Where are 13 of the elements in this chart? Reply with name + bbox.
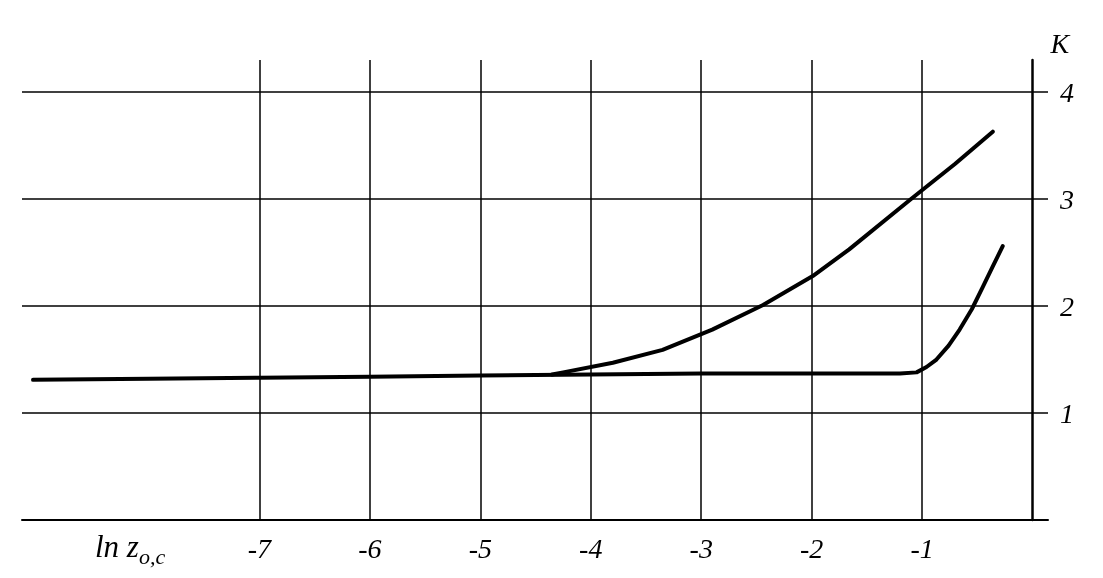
x-tick-label: -3 xyxy=(689,532,713,564)
x-tick-label: -7 xyxy=(247,532,273,564)
x-axis-title: ln z$_{o,c}$ xyxy=(95,529,166,569)
x-tick-label: -6 xyxy=(358,532,382,564)
x-tick-label: -1 xyxy=(910,532,934,564)
y-tick-label: 2 xyxy=(1060,290,1074,322)
x-tick-label: -2 xyxy=(799,532,824,564)
x-tick-label: -4 xyxy=(579,532,603,564)
x-tick-label: -5 xyxy=(468,532,492,564)
y-tick-label: 4 xyxy=(1060,76,1074,108)
y-tick-label: 3 xyxy=(1059,183,1074,215)
y-axis-title: K xyxy=(1049,27,1071,59)
y-tick-label: 1 xyxy=(1060,397,1074,429)
